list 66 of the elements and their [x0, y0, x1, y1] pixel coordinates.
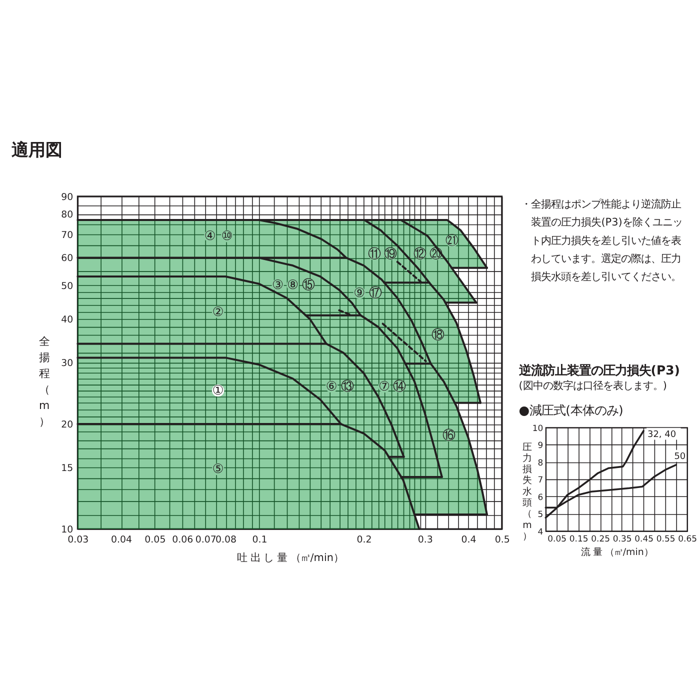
y-axis-title: 全揚程（m）: [38, 335, 50, 428]
x-tick-label: 0.07: [195, 534, 216, 546]
y-tick-label: 6: [538, 492, 544, 502]
x-axis-title: 流 量 （㎥/min）: [580, 546, 653, 558]
y-tick-label: 7: [538, 474, 544, 485]
y-tick-label: 9: [538, 440, 544, 450]
annotation: ⑮: [302, 278, 316, 293]
x-tick-label: 0.05: [144, 534, 166, 546]
x-tick-label: 0.45: [634, 533, 654, 544]
annotation: ⑬: [341, 380, 354, 395]
chart-title: 逆流防止装置の圧力損失(P3): [518, 362, 680, 378]
text: ●減圧式(本体のみ): [518, 402, 624, 418]
annotation: ⑤: [212, 462, 224, 478]
series-label: 32, 40: [648, 430, 676, 440]
annotation: ①: [212, 384, 224, 399]
x-tick-label: 0.35: [612, 533, 632, 544]
x-tick-label: 0.65: [678, 533, 697, 544]
x-tick-label: 0.15: [569, 533, 588, 544]
annotation: ⑦: [378, 380, 390, 395]
annotation: ⑥: [326, 380, 338, 395]
x-tick-label: 0.2: [356, 534, 372, 546]
y-tick-label: 8: [538, 457, 544, 468]
series-label: 50: [674, 452, 686, 462]
chart-subtitle: (図中の数字は口径を表します。): [518, 380, 667, 392]
y-tick-label: 10: [532, 422, 544, 433]
annotation: ㉑: [446, 234, 459, 250]
x-tick-label: 0.06: [172, 534, 194, 546]
annotation: ⑨: [354, 286, 366, 301]
y-tick-label: 80: [61, 210, 74, 221]
text: 圧力損失水頭（m）: [522, 442, 532, 542]
annotation: ⑧: [286, 278, 299, 293]
x-tick-label: 0.05: [548, 533, 566, 544]
annotation: ⑩: [221, 229, 233, 244]
annotation: ⑰: [368, 286, 382, 301]
y-tick-label: 50: [61, 280, 74, 292]
annotation: ⑲: [384, 247, 397, 262]
y-tick-label: 15: [61, 463, 74, 474]
y-tick-label: 70: [61, 230, 74, 241]
annotation: ⑪: [368, 247, 381, 262]
x-tick-label: 0.1: [252, 534, 268, 546]
x-tick-label: 0.03: [68, 534, 89, 546]
annotation: ④: [204, 229, 216, 244]
x-tick-label: 0.3: [418, 534, 433, 546]
x-axis-title: 吐 出 し 量 （㎥/min）: [237, 552, 344, 564]
x-tick-label: 0.5: [494, 534, 510, 546]
y-tick-label: 4: [538, 526, 544, 536]
x-tick-label: 0.55: [656, 533, 676, 544]
y-tick-label: 30: [61, 358, 74, 370]
y-tick-label: 10: [61, 524, 74, 536]
x-tick-label: 0.25: [591, 533, 610, 544]
y-tick-label: 5: [538, 509, 544, 520]
annotation: ⑱: [432, 328, 445, 343]
annotation: ⑭: [392, 380, 406, 395]
x-tick-label: 0.08: [216, 534, 237, 546]
x-tick-label: 0.04: [111, 534, 132, 546]
annotation: ②: [212, 304, 224, 320]
annotation: ③: [272, 278, 284, 293]
text: ・全揚程はポンプ性能より逆流防止装置の圧力損失(P3)を除くユニット内圧力損失を差し引いた値を表わしています。選定の際は、圧力損失水頭を差し引いてください。: [520, 198, 682, 284]
annotation: ⑫: [414, 247, 427, 262]
annotation: ⑯: [442, 428, 456, 444]
chart-title: 適用図: [11, 140, 62, 160]
y-tick-label: 60: [61, 253, 74, 264]
y-tick-label: 20: [61, 420, 74, 431]
y-tick-label: 90: [61, 192, 74, 203]
y-tick-label: 40: [61, 314, 74, 326]
x-tick-label: 0.4: [461, 534, 476, 546]
